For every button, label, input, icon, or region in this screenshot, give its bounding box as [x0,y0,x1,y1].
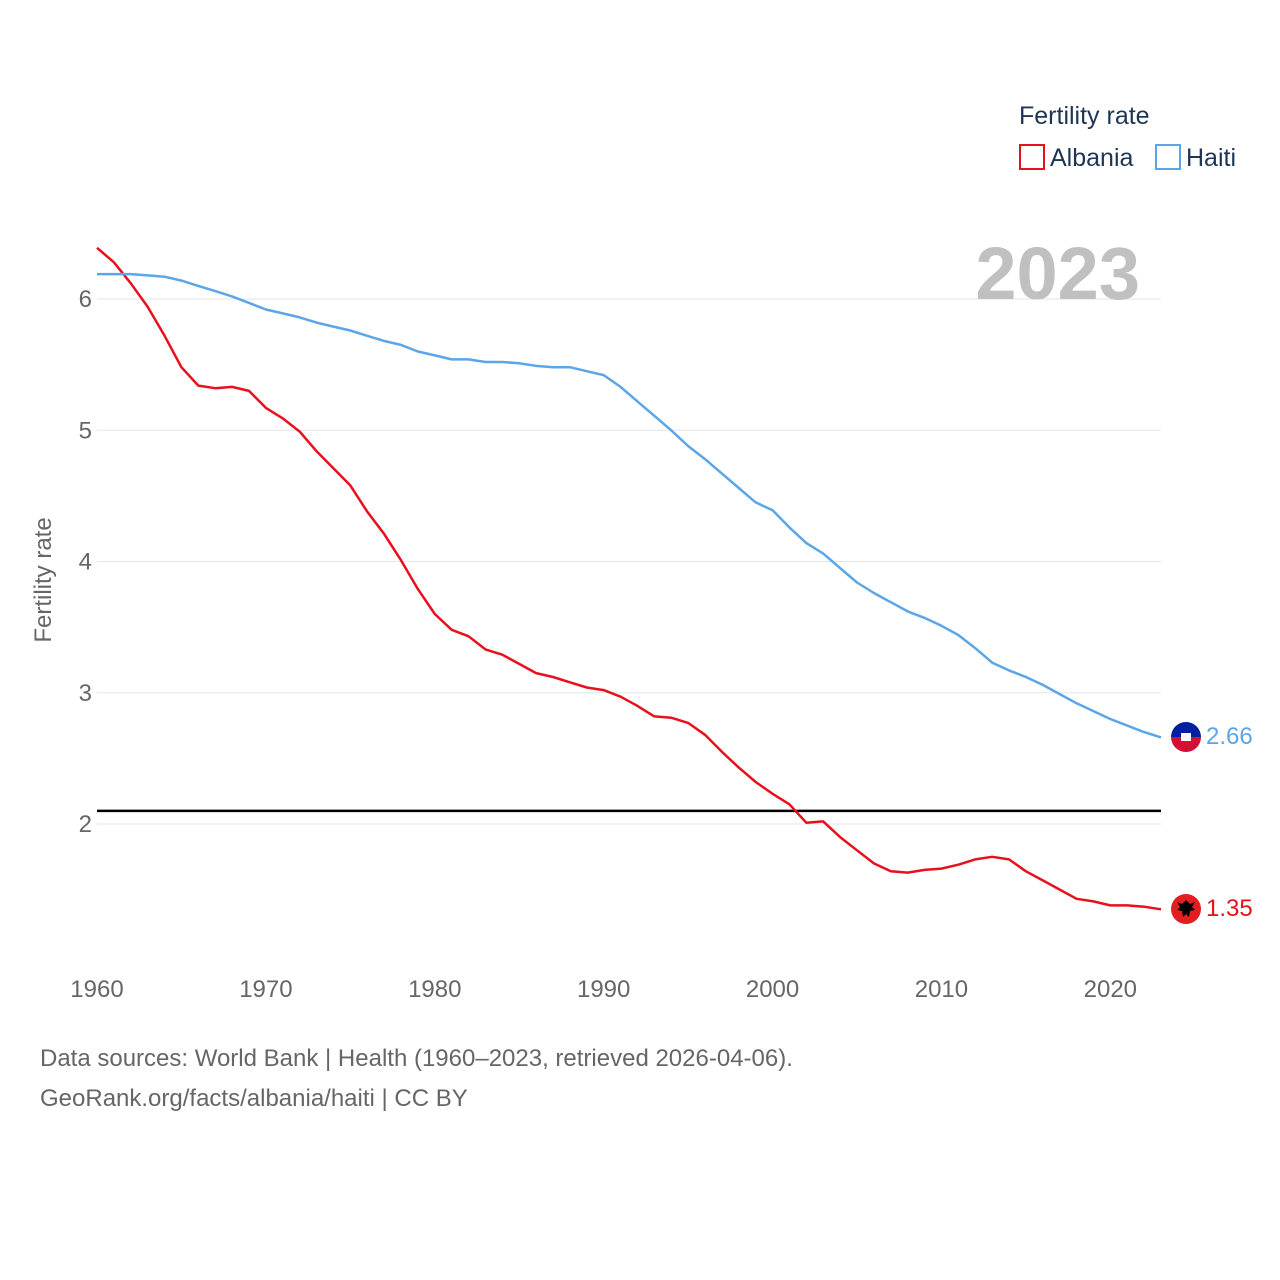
x-tick-label: 2020 [1084,976,1137,1003]
y-axis-title: Fertility rate [30,517,57,642]
x-axis-ticks: 1960 1970 1980 1990 2000 2010 2020 [70,976,1137,1003]
y-tick-label: 6 [79,286,92,313]
x-tick-label: 1980 [408,976,461,1003]
legend-title: Fertility rate [1019,102,1150,130]
y-tick-label: 2 [79,811,92,838]
albania-flag-icon [1171,894,1201,924]
y-axis-ticks: 2 3 4 5 6 [79,286,92,838]
x-tick-label: 1970 [239,976,292,1003]
series-lines [96,246,1162,911]
end-label-albania: 1.35 [1206,895,1253,922]
legend-label-albania: Albania [1050,144,1133,172]
haiti-flag-icon [1171,722,1201,752]
legend-item-albania[interactable]: Albania [1019,144,1133,172]
legend-swatch-albania [1019,144,1045,170]
y-tick-label: 3 [79,680,92,707]
x-tick-label: 2010 [915,976,968,1003]
x-tick-label: 1960 [70,976,123,1003]
legend-label-haiti: Haiti [1186,144,1236,172]
year-label: 2023 [975,232,1140,315]
y-tick-label: 5 [79,417,92,444]
legend-item-haiti[interactable]: Haiti [1155,144,1236,172]
legend-swatch-haiti [1155,144,1181,170]
legend: Fertility rate Albania Haiti [1019,102,1236,172]
end-label-haiti: 2.66 [1206,723,1253,750]
source-link[interactable]: GeoRank.org/facts/albania/haiti | CC BY [40,1085,468,1112]
y-tick-label: 4 [79,549,92,576]
gridlines [97,298,1161,825]
source-text: Data sources: World Bank | Health (1960–… [40,1045,793,1072]
x-tick-label: 1990 [577,976,630,1003]
x-tick-label: 2000 [746,976,799,1003]
series-line-albania[interactable] [96,246,1162,911]
series-line-haiti[interactable] [97,272,1162,739]
